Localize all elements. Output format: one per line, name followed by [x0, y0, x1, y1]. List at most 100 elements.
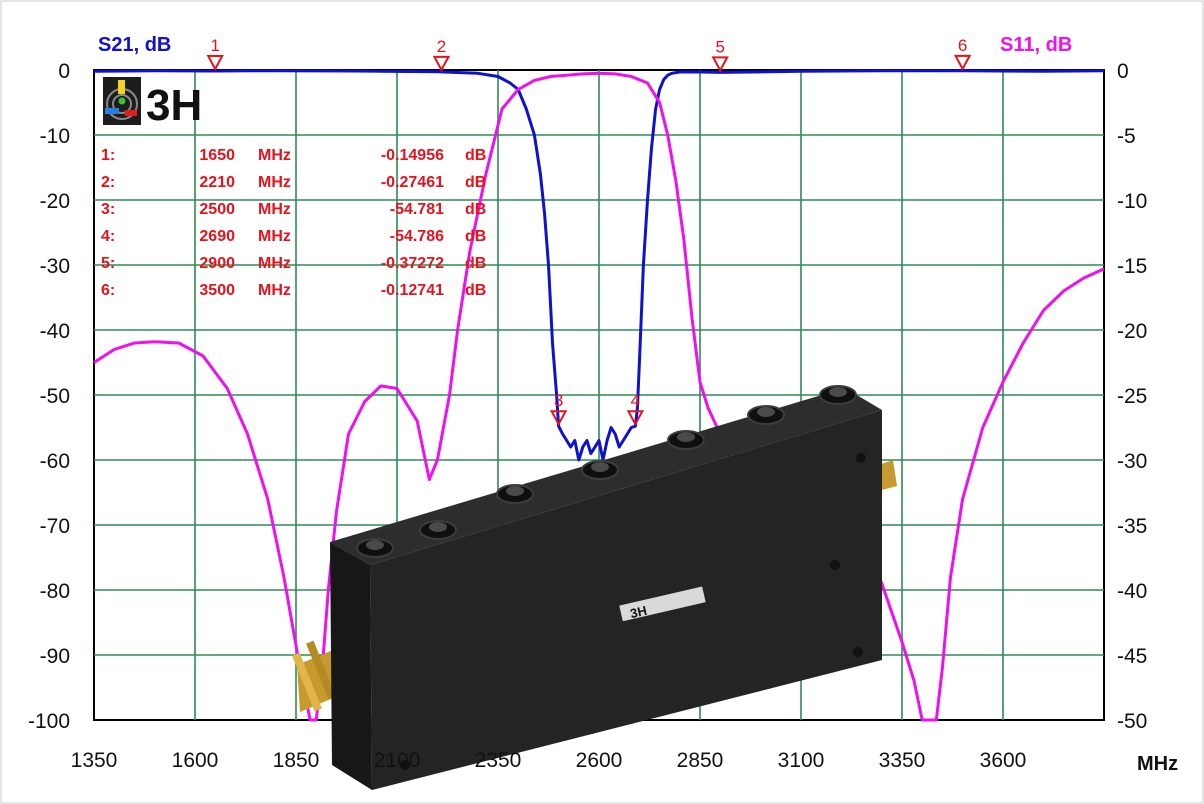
marker-table-cell: 1: — [101, 147, 115, 164]
curves — [93, 69, 1105, 722]
x-tick-label: 3600 — [980, 749, 1027, 772]
y-right-tick-label: -30 — [1117, 450, 1147, 473]
y-left-tick-label: -90 — [40, 645, 70, 668]
y-left-tick-label: -100 — [28, 710, 70, 733]
device-ports — [356, 385, 857, 558]
marker-table-cell: 5: — [101, 255, 115, 272]
y-right-tick-label: -50 — [1117, 710, 1147, 733]
marker-table-cell: dB — [465, 147, 486, 164]
x-tick-label: 3350 — [879, 749, 926, 772]
device-screw-icon — [853, 647, 863, 657]
y-right-tick-label: -15 — [1117, 255, 1147, 278]
y-left-tick-label: -80 — [40, 580, 70, 603]
axis-labels: 1350 1600 1850 2100 2350 2600 2850 3100 3350 3600… — [28, 60, 1147, 772]
y-left-tick-label: -20 — [40, 190, 70, 213]
y-left-tick-label: -30 — [40, 255, 70, 278]
marker-triangle-icon — [711, 56, 729, 73]
marker-table-cell: 4: — [101, 228, 115, 245]
x-tick-label: 1850 — [273, 749, 320, 772]
tuning-screw-head-icon — [366, 540, 384, 550]
marker-triangle-icon — [953, 54, 972, 71]
y-left-tick-label: 0 — [58, 60, 70, 83]
marker-table-cell: 6: — [101, 282, 115, 299]
tuning-screw-head-icon — [757, 407, 775, 417]
tuning-screw-head-icon — [677, 432, 695, 442]
marker-table-cell: MHz — [258, 255, 291, 272]
x-tick-label: 1350 — [71, 749, 118, 772]
marker-triangle-icon — [432, 55, 451, 73]
device-screw-icon — [856, 453, 866, 463]
marker-table-cell: 3: — [101, 201, 115, 218]
y-left-tick-label: -60 — [40, 450, 70, 473]
marker-triangle-icon — [549, 410, 568, 427]
marker-table-cell: 1650 — [199, 147, 235, 164]
tuning-screw-head-icon — [591, 462, 609, 472]
x-tick-label: 2100 — [374, 749, 421, 772]
marker-table-cell: MHz — [258, 201, 291, 218]
marker-table-cell: -0.12741 — [381, 282, 444, 299]
x-tick-label: 1600 — [172, 749, 219, 772]
tuning-screw-head-icon — [829, 387, 847, 397]
y-right-tick-label: -45 — [1117, 645, 1147, 668]
x-tick-label: 2600 — [576, 749, 623, 772]
y-right-tick-label: -5 — [1117, 125, 1136, 148]
y-left-tick-label: -70 — [40, 515, 70, 538]
marker-table-cell: MHz — [258, 228, 291, 245]
marker-table-cell: -54.786 — [390, 228, 444, 245]
marker-table-cell: -0.37272 — [381, 255, 444, 272]
marker-table-cell: -0.27461 — [381, 174, 444, 191]
tuning-screw-head-icon — [506, 486, 524, 496]
marker-table-cell: dB — [465, 174, 486, 191]
x-axis-unit-label: MHz — [1137, 753, 1178, 775]
series-line-s11 — [93, 71, 1105, 722]
marker-table-cell: -0.14956 — [381, 147, 444, 164]
marker-number: 2 — [437, 37, 446, 56]
marker-number: 6 — [958, 36, 967, 55]
device-front-face — [370, 410, 882, 790]
marker-table-cell: 2: — [101, 174, 115, 191]
marker-table-cell: dB — [465, 228, 486, 245]
device-side-face — [330, 542, 372, 790]
marker-table-cell: dB — [465, 255, 486, 272]
x-tick-label: 3100 — [778, 749, 825, 772]
marker-triangle-icon — [206, 54, 224, 72]
y-right-tick-label: -40 — [1117, 580, 1147, 603]
y-right-tick-label: -10 — [1117, 190, 1147, 213]
y-right-tick-label: -20 — [1117, 320, 1147, 343]
3h-logo: 3H — [103, 77, 202, 130]
marker-number: 1 — [210, 36, 219, 55]
marker-table-cell: 2210 — [199, 174, 235, 191]
device-label-plate — [619, 586, 706, 622]
y-right-tick-label: -25 — [1117, 385, 1147, 408]
markers: 1 2 3 4 5 6 — [206, 36, 972, 427]
marker-table-cell: 2900 — [199, 255, 235, 272]
marker-number: 4 — [631, 391, 640, 410]
y-right-tick-label: 0 — [1117, 60, 1129, 83]
marker-table-cell: 2690 — [199, 228, 235, 245]
marker-triangle-icon — [626, 410, 645, 427]
marker-table-cell: dB — [465, 201, 486, 218]
marker-table-cell: dB — [465, 282, 486, 299]
marker-table: 1: 1650 MHz -0.14956 dB 2: 2210 MHz -0.27461 dB 3:… — [101, 147, 486, 299]
s21-axis-title: S21, dB — [98, 34, 171, 56]
filter-device-photo: 3H — [292, 385, 897, 790]
marker-table-cell: 3500 — [199, 282, 235, 299]
y-right-tick-label: -35 — [1117, 515, 1147, 538]
marker-table-cell: MHz — [258, 147, 291, 164]
marker-number: 5 — [715, 37, 724, 56]
s11-axis-title: S11, dB — [1000, 34, 1072, 56]
logo-text: 3H — [146, 81, 202, 130]
device-screw-icon — [400, 760, 410, 770]
y-left-tick-label: -10 — [40, 125, 70, 148]
x-tick-label: 2850 — [677, 749, 724, 772]
marker-table-cell: MHz — [258, 282, 291, 299]
y-left-tick-label: -50 — [40, 385, 70, 408]
marker-table-cell: MHz — [258, 174, 291, 191]
device-label-text: 3H — [629, 603, 649, 621]
x-tick-label: 2350 — [475, 749, 522, 772]
y-left-tick-label: -40 — [40, 320, 70, 343]
tuning-screw-head-icon — [429, 522, 447, 532]
marker-table-cell: -54.781 — [390, 201, 444, 218]
device-screw-icon — [830, 560, 840, 570]
